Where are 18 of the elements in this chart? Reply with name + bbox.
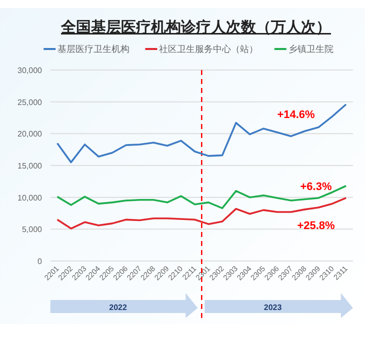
line-series bbox=[56, 103, 347, 164]
y-tick-label: 30,000 bbox=[18, 66, 43, 75]
y-tick-label: 20,000 bbox=[18, 130, 43, 139]
y-tick-label: 15,000 bbox=[18, 162, 43, 170]
y-tick-label: 25,000 bbox=[18, 98, 43, 107]
legend-label: 基层医疗卫生机构 bbox=[58, 44, 130, 54]
line-series bbox=[56, 197, 347, 230]
text: 2023 bbox=[264, 303, 282, 312]
annotation: +25.8% bbox=[297, 220, 336, 232]
y-tick-label: 5,000 bbox=[22, 225, 43, 234]
y-tick-label: 0 bbox=[38, 257, 43, 266]
legend-label: 乡镇卫生院 bbox=[288, 44, 334, 54]
annotation: +6.3% bbox=[300, 181, 332, 193]
legend-label: 社区卫生服务中心（站） bbox=[159, 44, 258, 54]
y-tick-label: 10,000 bbox=[18, 193, 43, 202]
chart-title: 全国基层医疗机构诊疗人次数（万人次） bbox=[60, 19, 331, 36]
text: 2022 bbox=[109, 303, 128, 312]
annotation: +14.6% bbox=[277, 109, 316, 121]
